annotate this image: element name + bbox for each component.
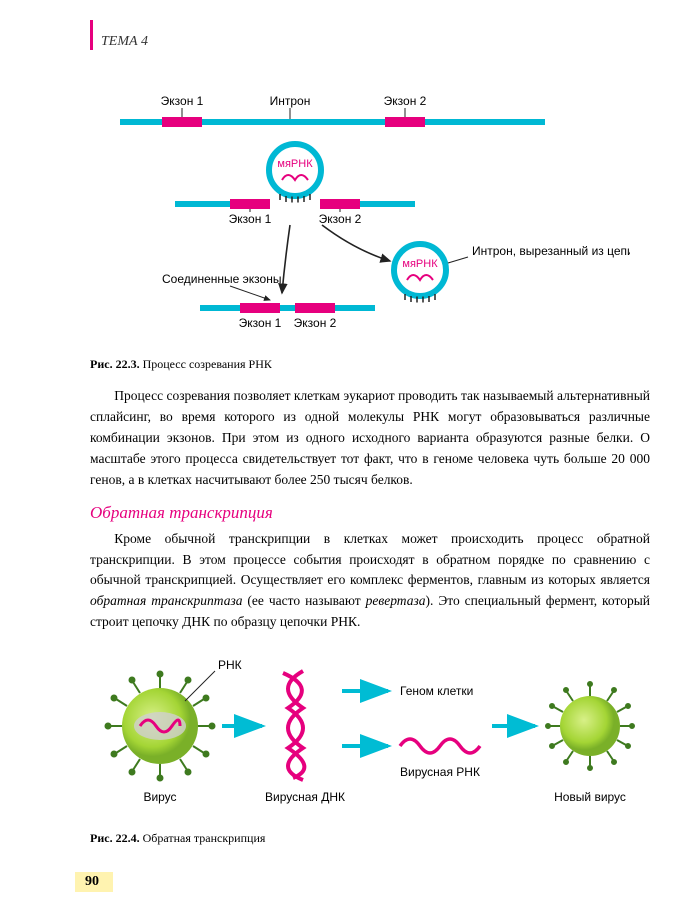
p2-italic2: ревертаза <box>366 593 426 608</box>
label-exon1: Экзон 1 <box>161 94 204 108</box>
virus-right <box>546 682 634 770</box>
label-viral-dna: Вирусная ДНК <box>265 790 345 804</box>
paragraph-1: Процесс созревания позволяет клеткам эук… <box>90 386 650 491</box>
fig2-text: Обратная транскрипция <box>143 831 266 845</box>
label-intron-cut-1: Интрон, вырезанный из цепи <box>472 244 630 258</box>
figure-22-3-caption: Рис. 22.3. Процесс созревания РНК <box>90 357 650 372</box>
label-myrna-1: мяРНК <box>277 158 313 170</box>
p2-italic1: обратная транскриптаза <box>90 593 242 608</box>
p2-mid: (ее часто называют <box>242 593 365 608</box>
label-virus: Вирус <box>143 790 176 804</box>
p2-prefix: Кроме обычной транскрипции в клетках мож… <box>90 531 650 588</box>
topic-heading: ТЕМА 4 <box>90 20 148 50</box>
label-exon1c: Экзон 1 <box>239 316 282 330</box>
label-joined-exons: Соединенные экзоны <box>162 272 281 286</box>
subheading-reverse-transcription: Обратная транскрипция <box>90 503 650 523</box>
label-rna: РНК <box>218 658 242 672</box>
paragraph-2: Кроме обычной транскрипции в клетках мож… <box>90 529 650 634</box>
fig1-num: Рис. 22.3. <box>90 357 140 371</box>
label-exon2b: Экзон 2 <box>319 212 362 226</box>
label-exon1b: Экзон 1 <box>229 212 272 226</box>
label-exon2: Экзон 2 <box>384 94 427 108</box>
label-viral-rna: Вирусная РНК <box>400 765 480 779</box>
fig2-num: Рис. 22.4. <box>90 831 140 845</box>
rna-maturation-diagram: Экзон 1 Интрон Экзон 2 мяРНК Экзон 1 Экз… <box>90 85 630 340</box>
label-myrna-2: мяРНК <box>402 258 438 270</box>
label-intron: Интрон <box>270 94 311 108</box>
viral-rna-strand <box>400 739 480 753</box>
reverse-transcription-diagram: РНК Вирус Вирусная ДНК Геном клетки Виру… <box>90 651 650 816</box>
figure-22-4: РНК Вирус Вирусная ДНК Геном клетки Виру… <box>90 651 650 821</box>
viral-dna <box>283 671 304 780</box>
figure-22-3: Экзон 1 Интрон Экзон 2 мяРНК Экзон 1 Экз… <box>90 85 650 345</box>
fig1-text: Процесс созревания РНК <box>143 357 272 371</box>
label-genome: Геном клетки <box>400 684 473 698</box>
page-number: 90 <box>75 872 113 892</box>
figure-22-4-caption: Рис. 22.4. Обратная транскрипция <box>90 831 650 846</box>
label-exon2c: Экзон 2 <box>294 316 337 330</box>
label-new-virus: Новый вирус <box>554 790 626 804</box>
topic-text: ТЕМА 4 <box>101 34 148 50</box>
